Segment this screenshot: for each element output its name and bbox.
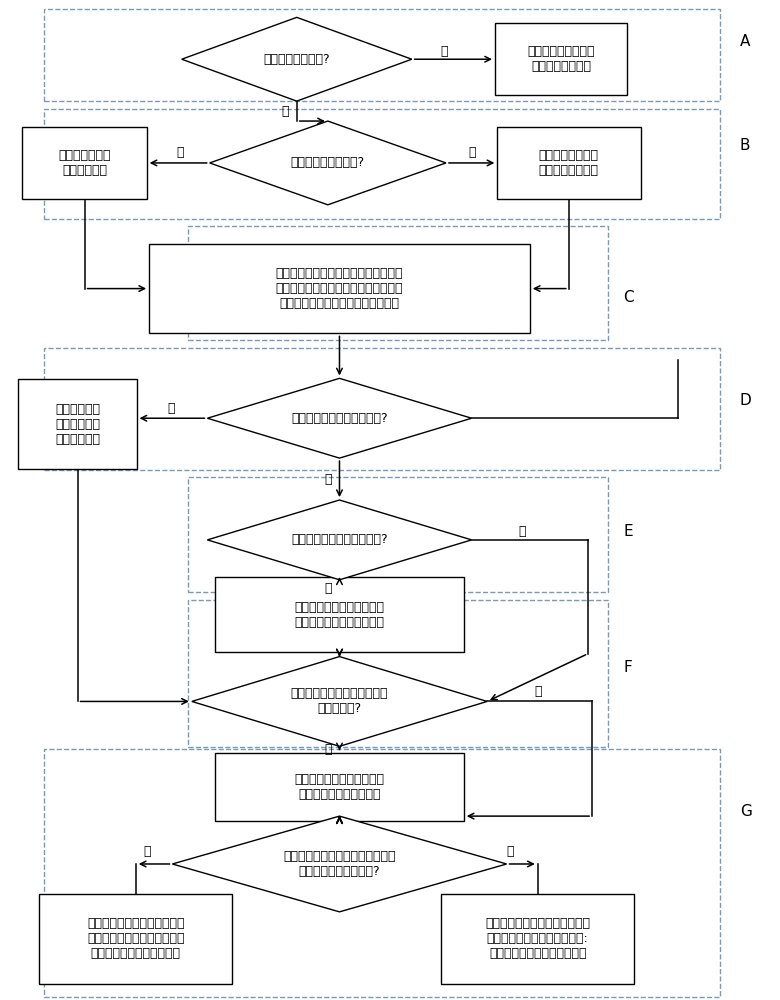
FancyBboxPatch shape	[215, 753, 464, 821]
Text: 创建一个空集合作为数据段
的相似数据段元数据集合: 创建一个空集合作为数据段 的相似数据段元数据集合	[295, 773, 385, 801]
Text: 将阈値个数据
块出队列后作
为一个数据段: 将阈値个数据 块出队列后作 为一个数据段	[55, 403, 100, 446]
Text: G: G	[739, 804, 752, 819]
Text: 队首的数据块是否等待超时?: 队首的数据块是否等待超时?	[291, 533, 388, 546]
FancyBboxPatch shape	[215, 577, 464, 652]
Text: B: B	[739, 138, 750, 153]
Text: 将删冗队列作为
当前工作队列: 将删冗队列作为 当前工作队列	[58, 149, 111, 177]
Text: 是: 是	[167, 402, 175, 415]
FancyBboxPatch shape	[23, 127, 147, 199]
Text: 否: 否	[519, 525, 526, 538]
FancyBboxPatch shape	[149, 244, 530, 333]
Polygon shape	[192, 657, 488, 746]
FancyBboxPatch shape	[40, 894, 232, 984]
Text: 在相似数据段元数据集合中生成
数据块的元数据，元数据包括:
数据块的数字指纹和存储地址: 在相似数据段元数据集合中生成 数据块的元数据，元数据包括: 数据块的数字指纹和存…	[485, 917, 590, 960]
Text: 直接将当前写操作的
数据写入二级存储: 直接将当前写操作的 数据写入二级存储	[527, 45, 594, 73]
Text: 将当前工作队列中所有数据
块出队列后作为一个数据段: 将当前工作队列中所有数据 块出队列后作为一个数据段	[295, 601, 385, 629]
Text: 各数据块的数字指纹是否存在于相
似数据段元数据集合中?: 各数据块的数字指纹是否存在于相 似数据段元数据集合中?	[283, 850, 395, 878]
Text: 将删冗写操作的数据分成多个数据块，
计算每个数据块的数字指纹，将数据块
和相应的数字指纹放入当前工作队列: 将删冗写操作的数据分成多个数据块， 计算每个数据块的数字指纹，将数据块 和相应的…	[276, 267, 403, 310]
Text: 是: 是	[282, 105, 289, 118]
Text: 创建新的删冗队列
作为当前工作队列: 创建新的删冗队列 作为当前工作队列	[539, 149, 599, 177]
FancyBboxPatch shape	[497, 127, 640, 199]
Text: A: A	[739, 34, 750, 49]
Text: 否: 否	[469, 146, 476, 159]
Text: 否: 否	[324, 743, 331, 756]
Polygon shape	[210, 121, 446, 205]
Text: 修改数据块的存储地址为数据
指纹在相似数据段元数据集合
中对应的元数据的存储地址: 修改数据块的存储地址为数据 指纹在相似数据段元数据集合 中对应的元数据的存储地址	[87, 917, 185, 960]
Text: 否: 否	[324, 473, 331, 486]
Text: 是: 是	[176, 146, 184, 159]
Text: 否: 否	[507, 845, 514, 858]
Text: 是: 是	[324, 582, 331, 595]
Polygon shape	[182, 17, 412, 101]
Text: 是否存在数据段的相似数据段
元数据集合?: 是否存在数据段的相似数据段 元数据集合?	[291, 687, 388, 715]
Text: 存在相应的删冗队列?: 存在相应的删冗队列?	[291, 156, 365, 169]
FancyBboxPatch shape	[19, 379, 136, 469]
FancyBboxPatch shape	[495, 23, 627, 95]
FancyBboxPatch shape	[441, 894, 634, 984]
Polygon shape	[207, 378, 472, 458]
Text: F: F	[623, 660, 632, 675]
Text: C: C	[623, 290, 634, 305]
Text: 是: 是	[534, 685, 541, 698]
Text: 是: 是	[144, 845, 151, 858]
Polygon shape	[207, 500, 472, 580]
Text: 否: 否	[441, 45, 448, 58]
Polygon shape	[172, 816, 506, 912]
Text: 是否是删冗写操作?: 是否是删冗写操作?	[264, 53, 330, 66]
Text: 数据块的数量是否超过阈値?: 数据块的数量是否超过阈値?	[291, 412, 388, 425]
Text: D: D	[739, 393, 751, 408]
Text: E: E	[623, 524, 633, 539]
